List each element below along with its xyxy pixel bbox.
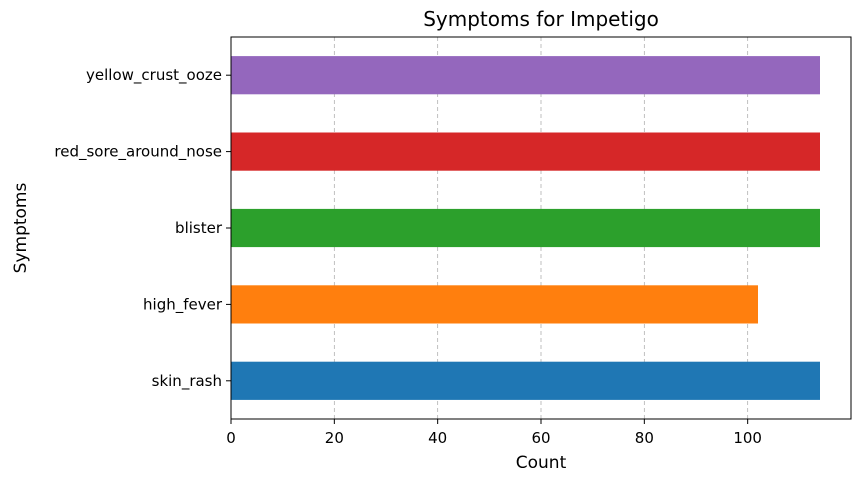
y-tick-label: yellow_crust_ooze <box>86 66 222 85</box>
x-tick-label: 20 <box>325 429 344 447</box>
y-tick-label: red_sore_around_nose <box>54 143 222 162</box>
x-tick-label: 40 <box>428 429 447 447</box>
x-axis-label: Count <box>516 453 567 473</box>
x-tick-label: 0 <box>226 429 236 447</box>
bar-yellow-crust-ooze <box>231 56 820 95</box>
bar-red-sore-around-nose <box>231 132 820 171</box>
y-tick-label: blister <box>175 219 223 237</box>
bars <box>231 56 820 400</box>
y-axis-label: Symptoms <box>11 183 31 274</box>
x-tick-label: 60 <box>531 429 550 447</box>
y-tick-label: high_fever <box>143 295 223 314</box>
chart-title: Symptoms for Impetigo <box>423 7 659 31</box>
bar-high-fever <box>231 285 758 324</box>
x-tick-label: 80 <box>635 429 654 447</box>
y-ticks: skin_rash high_fever blister red_sore_aroun… <box>54 66 231 391</box>
bar-blister <box>231 208 820 248</box>
y-tick-label: skin_rash <box>152 372 222 391</box>
x-ticks: 0 20 40 60 80 100 <box>226 419 762 447</box>
bar-skin-rash <box>231 361 820 400</box>
x-tick-label: 100 <box>733 429 762 447</box>
